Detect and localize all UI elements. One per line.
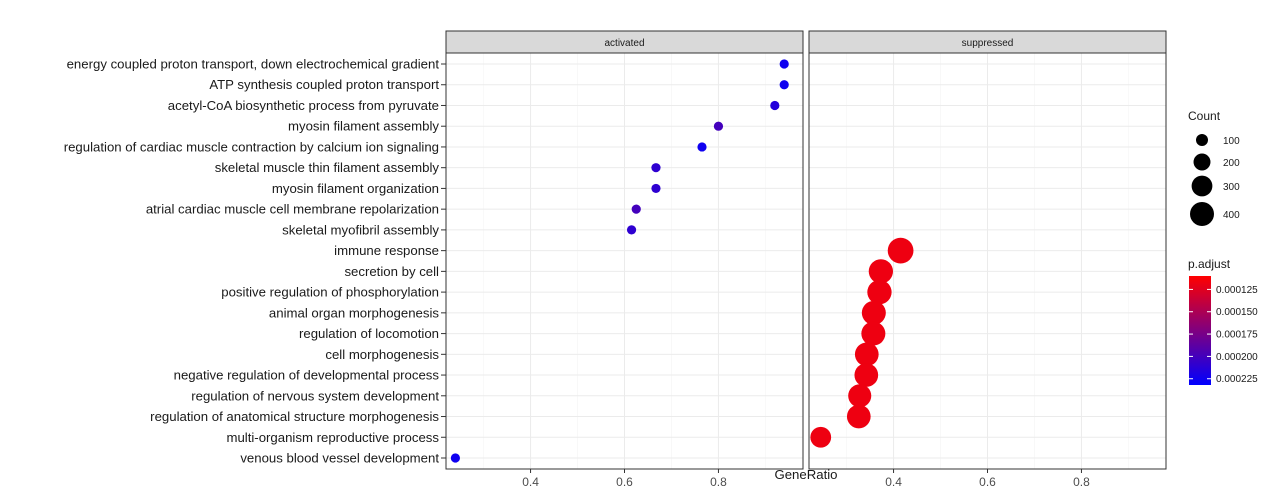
y-tick-label: venous blood vessel development	[240, 451, 439, 466]
y-tick-label: negative regulation of developmental pro…	[174, 368, 440, 383]
y-tick-label: regulation of anatomical structure morph…	[150, 409, 439, 424]
data-point	[697, 142, 707, 152]
data-point	[887, 237, 914, 264]
data-point	[626, 225, 637, 235]
data-point	[848, 384, 872, 408]
data-point	[779, 80, 789, 90]
x-tick-label: 0.8	[1073, 475, 1090, 489]
x-tick-label: 0.4	[885, 475, 902, 489]
y-tick-label: positive regulation of phosphorylation	[221, 285, 439, 300]
color-legend-label: 0.000200	[1216, 352, 1258, 363]
y-tick-label: skeletal myofibril assembly	[282, 222, 439, 237]
data-point	[770, 100, 780, 111]
size-legend-label: 100	[1223, 136, 1240, 147]
y-tick-label: ATP synthesis coupled proton transport	[209, 77, 439, 92]
y-tick-label: regulation of nervous system development	[191, 388, 439, 403]
data-point	[867, 279, 892, 305]
x-tick-label: 0.6	[616, 475, 633, 489]
size-legend-key	[1190, 202, 1214, 226]
y-tick-label: acetyl-CoA biosynthetic process from pyr…	[168, 98, 439, 113]
y-tick-label: regulation of locomotion	[299, 326, 439, 341]
size-legend-label: 400	[1223, 210, 1240, 221]
size-legend-key	[1191, 175, 1213, 197]
facet-strip	[808, 30, 1167, 54]
data-point	[450, 453, 460, 463]
data-point	[861, 300, 886, 325]
y-tick-label: regulation of cardiac muscle contraction…	[64, 139, 439, 154]
color-legend-label: 0.000225	[1216, 374, 1258, 385]
y-tick-label: atrial cardiac muscle cell membrane repo…	[146, 202, 439, 217]
color-legend-label: 0.000125	[1216, 285, 1258, 296]
color-legend-label: 0.000150	[1216, 307, 1258, 318]
x-axis-title: GeneRatio	[774, 467, 837, 482]
size-legend-label: 200	[1223, 158, 1240, 169]
data-point	[779, 59, 789, 69]
color-legend-label: 0.000175	[1216, 330, 1258, 341]
data-point	[713, 121, 724, 131]
data-point	[631, 204, 641, 214]
size-legend-label: 300	[1223, 182, 1240, 193]
data-point	[854, 363, 879, 387]
data-point	[810, 426, 832, 448]
facet-strip-label: suppressed	[962, 38, 1014, 49]
y-tick-label: multi-organism reproductive process	[226, 430, 439, 445]
y-tick-label: immune response	[334, 243, 439, 258]
size-legend-key	[1193, 153, 1211, 171]
y-tick-label: secretion by cell	[344, 264, 439, 279]
data-point	[651, 183, 661, 194]
color-legend-bar	[1189, 276, 1211, 385]
data-point	[854, 342, 879, 367]
x-tick-label: 0.4	[522, 475, 539, 489]
x-tick-label: 0.8	[710, 475, 727, 489]
size-legend-title: Count	[1188, 109, 1221, 123]
facet-strip-label: activated	[604, 38, 644, 49]
size-legend-key	[1196, 134, 1208, 146]
y-tick-label: myosin filament organization	[272, 181, 439, 196]
data-point	[868, 259, 894, 284]
data-point	[651, 163, 661, 173]
x-tick-label: 0.6	[979, 475, 996, 489]
facet-strip	[445, 30, 804, 54]
y-tick-label: cell morphogenesis	[325, 347, 439, 362]
color-legend-title: p.adjust	[1188, 257, 1231, 271]
y-tick-label: myosin filament assembly	[288, 119, 439, 134]
data-point	[861, 321, 886, 346]
y-tick-label: energy coupled proton transport, down el…	[67, 57, 440, 72]
y-tick-label: animal organ morphogenesis	[269, 305, 439, 320]
y-tick-label: skeletal muscle thin filament assembly	[215, 160, 440, 175]
data-point	[846, 404, 871, 429]
